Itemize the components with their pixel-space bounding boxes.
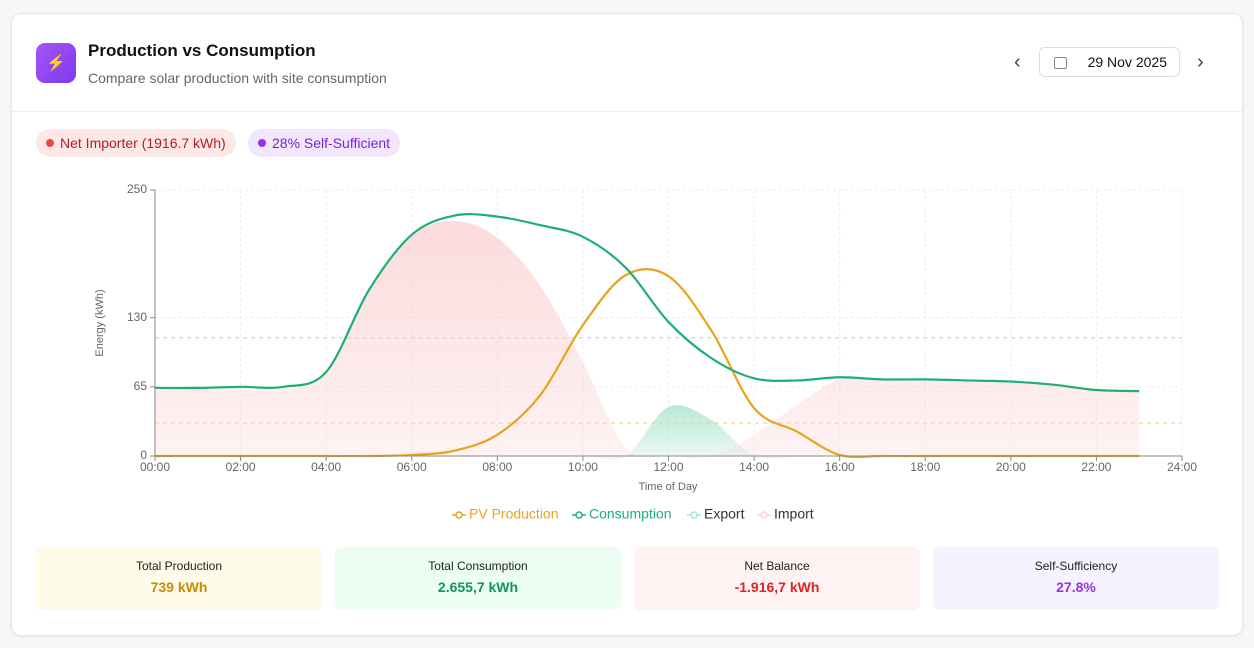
badge-dot — [258, 139, 266, 147]
icon: ⚡ — [36, 43, 76, 83]
badge: Net Importer (1916.7 kWh) — [36, 129, 236, 157]
legend-label: PV Production — [469, 506, 559, 522]
chart: Energy (kWh) Time of Day 0 65 130 250 00:00 0… — [94, 182, 1197, 522]
stat-label: Total Production — [135, 559, 223, 573]
x-tick-label: 02:00 — [226, 460, 256, 474]
y-tick-label: 65 — [134, 379, 148, 393]
legend-label: Export — [704, 506, 745, 522]
stat-value: 739 kWh — [150, 579, 208, 595]
badge-dot — [46, 139, 54, 147]
stat-label: Net Balance — [744, 559, 810, 573]
next-day[interactable]: › — [1197, 51, 1204, 73]
stat-card: Total Consumption 2.655,7 kWh — [335, 547, 621, 610]
legend-swatch — [455, 511, 463, 519]
stat-value: 2.655,7 kWh — [437, 579, 519, 595]
y-tick-label: 0 — [140, 448, 147, 462]
stat-label: Total Consumption — [428, 559, 528, 573]
legend-swatch — [690, 511, 698, 519]
y-tick-label: 130 — [127, 310, 147, 324]
stat-value: -1.916,7 kWh — [734, 579, 820, 595]
x-tick-label: 16:00 — [825, 460, 855, 474]
x-tick-label: 14:00 — [739, 460, 769, 474]
x-tick-label: 10:00 — [568, 460, 598, 474]
legend-item: Export — [687, 506, 745, 522]
x-axis-label: Time of Day — [639, 481, 698, 493]
x-tick-label: 20:00 — [996, 460, 1026, 474]
badge-text: Net Importer (1916.7 kWh) — [60, 135, 226, 151]
y-axis-label: Energy (kWh) — [94, 289, 106, 356]
badge-text: 28% Self-Sufficient — [272, 135, 391, 151]
area — [155, 220, 1140, 458]
stat-card: Total Production 739 kWh — [36, 547, 322, 610]
legend-label: Import — [774, 506, 814, 522]
divider — [12, 111, 1242, 112]
x-tick-label: 12:00 — [653, 460, 683, 474]
x-tick-label: 04:00 — [311, 460, 341, 474]
x-tick-label: 00:00 — [140, 460, 170, 474]
title: Production vs Consumption — [88, 41, 316, 60]
prev-day[interactable]: ‹ — [1014, 51, 1021, 73]
stat-value: 27.8% — [1056, 579, 1096, 595]
y-tick-label: 250 — [127, 182, 147, 196]
x-tick-label: 18:00 — [910, 460, 940, 474]
date-picker[interactable]: 29 Nov 2025 — [1039, 47, 1180, 77]
line — [154, 213, 1140, 393]
area — [155, 405, 1140, 460]
stat-card: Net Balance -1.916,7 kWh — [634, 547, 920, 610]
stat-card: Self-Sufficiency 27.8% — [933, 547, 1219, 610]
legend-swatch — [575, 511, 583, 519]
stat-label: Self-Sufficiency — [1034, 559, 1118, 573]
subtitle: Compare solar production with site consu… — [88, 70, 387, 86]
legend-item: Consumption — [572, 506, 672, 522]
badge: 28% Self-Sufficient — [248, 129, 401, 157]
legend-label: Consumption — [589, 506, 672, 522]
x-tick-label: 08:00 — [482, 460, 512, 474]
x-tick-label: 22:00 — [1081, 460, 1111, 474]
legend-swatch — [760, 511, 768, 519]
card: ⚡ Production vs Consumption Compare sola… — [11, 13, 1243, 636]
legend-item: PV Production — [452, 506, 559, 522]
legend-item: Import — [757, 506, 814, 522]
x-tick-label: 24:00 — [1167, 460, 1197, 474]
x-tick-label: 06:00 — [397, 460, 427, 474]
